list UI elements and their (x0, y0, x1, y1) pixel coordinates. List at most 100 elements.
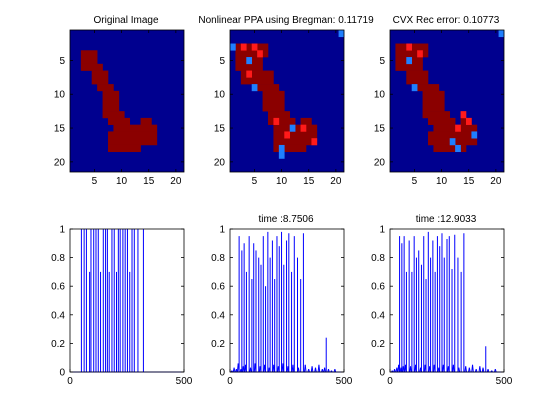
noise-spike (311, 366, 314, 373)
noise-spike (315, 367, 317, 373)
heatmap-cell (240, 70, 274, 85)
heatmap-cell (91, 70, 109, 85)
x-tick-label: 5 (92, 176, 98, 187)
y-tick-label: 10 (374, 90, 386, 101)
y-tick-label: 0.8 (371, 253, 385, 264)
y-tick-label: 0 (59, 368, 65, 379)
heatmap-cell (108, 131, 158, 146)
heatmap-cell (108, 117, 131, 125)
heatmap-cell (240, 43, 247, 51)
heatmap-cell (284, 131, 291, 139)
x-tick-label: 10 (276, 176, 288, 187)
x-tick-label: 500 (336, 376, 353, 387)
heatmap-cell (108, 144, 141, 153)
noise-spike (465, 366, 467, 373)
heatmap-cell (289, 124, 296, 132)
x-tick-label: 0 (227, 376, 233, 387)
x-tick-label: 15 (463, 176, 475, 187)
noise-spike (297, 367, 300, 373)
y-tick-label: 20 (214, 157, 226, 168)
y-tick-label: 0.8 (51, 253, 65, 264)
heatmap-cell (300, 124, 307, 132)
x-tick-label: 5 (252, 176, 258, 187)
heatmap-cell (455, 144, 461, 153)
y-tick-label: 0.6 (371, 282, 385, 293)
noise-spike (472, 364, 474, 373)
heatmap-cell (251, 43, 258, 51)
noise-spike (410, 366, 412, 373)
noise-spike (458, 367, 461, 373)
y-tick-label: 0.6 (51, 282, 65, 293)
panel-title-time-1: time :8.7506 (258, 214, 313, 225)
heatmap-cell (262, 90, 285, 112)
x-tick-label: 0 (387, 376, 393, 387)
heatmap-frame (69, 29, 185, 173)
heatmap-cell (422, 111, 451, 119)
y-tick-label: 20 (374, 157, 386, 168)
heatmap-cell (246, 57, 253, 65)
x-tick-label: 500 (496, 376, 513, 387)
heatmap-cell (338, 30, 345, 38)
heatmap-cell (273, 144, 307, 153)
plot-frame (229, 228, 345, 373)
heatmap-cell (433, 144, 467, 153)
y-tick-label: 0.2 (211, 339, 225, 350)
x-tick-label: 15 (143, 176, 155, 187)
y-tick-label: 0.6 (211, 282, 225, 293)
heatmap-cell (246, 70, 253, 78)
y-tick-label: 15 (214, 124, 226, 135)
x-tick-label: 15 (303, 176, 315, 187)
y-tick-label: 0.8 (211, 253, 225, 264)
heatmap-cell (268, 111, 291, 119)
x-tick-label: 20 (330, 176, 342, 187)
x-tick-label: 0 (67, 376, 73, 387)
heatmap-cell (300, 117, 312, 125)
heatmap-cell (466, 117, 472, 125)
heatmap-cell (113, 124, 158, 132)
plot-frame (389, 228, 505, 373)
heatmap-cell (428, 117, 456, 125)
panel-title-bregman: Nonlinear PPA using Bregman: 0.11719 (198, 15, 374, 26)
heatmap-cell (97, 84, 114, 92)
heatmap-cell (273, 117, 280, 125)
noise-spike (304, 364, 307, 373)
noise-spike (318, 364, 321, 373)
y-tick-label: 0.4 (211, 310, 225, 321)
heatmap-cell (230, 43, 236, 51)
heatmap-cell (411, 84, 418, 92)
heatmap-cell (257, 84, 280, 92)
panel-title-original: Original Image (93, 15, 158, 26)
y-tick-label: 5 (219, 56, 225, 67)
y-tick-label: 1 (59, 225, 65, 236)
y-tick-label: 15 (374, 124, 386, 135)
y-tick-label: 0 (219, 368, 225, 379)
heatmap-cell (278, 144, 285, 153)
y-tick-label: 15 (54, 124, 66, 135)
noise-spike (292, 364, 295, 373)
heatmap-cell (460, 111, 467, 119)
y-tick-label: 20 (54, 157, 66, 168)
heatmap-cell (449, 138, 456, 146)
y-tick-label: 0 (379, 368, 385, 379)
heatmap-cell (406, 43, 413, 51)
x-tick-label: 20 (490, 176, 502, 187)
panel-title-time-2: time :12.9033 (416, 214, 477, 225)
y-tick-label: 1 (219, 225, 225, 236)
heatmap-cell (422, 90, 445, 112)
y-tick-label: 1 (379, 225, 385, 236)
noise-spike (324, 367, 326, 373)
heatmap-cell (471, 131, 478, 139)
y-tick-label: 0.4 (371, 310, 385, 321)
heatmap-cell (102, 111, 125, 119)
heatmap-cell (455, 124, 461, 132)
heatmap-cell (406, 70, 429, 85)
heatmap-cell (80, 50, 98, 65)
heatmap-frame (229, 29, 345, 173)
heatmap-cell (417, 50, 423, 58)
noise-spike (482, 367, 485, 373)
x-tick-label: 500 (176, 376, 193, 387)
x-tick-label: 10 (116, 176, 128, 187)
y-tick-label: 0.2 (51, 339, 65, 350)
noise-spike (452, 364, 455, 373)
